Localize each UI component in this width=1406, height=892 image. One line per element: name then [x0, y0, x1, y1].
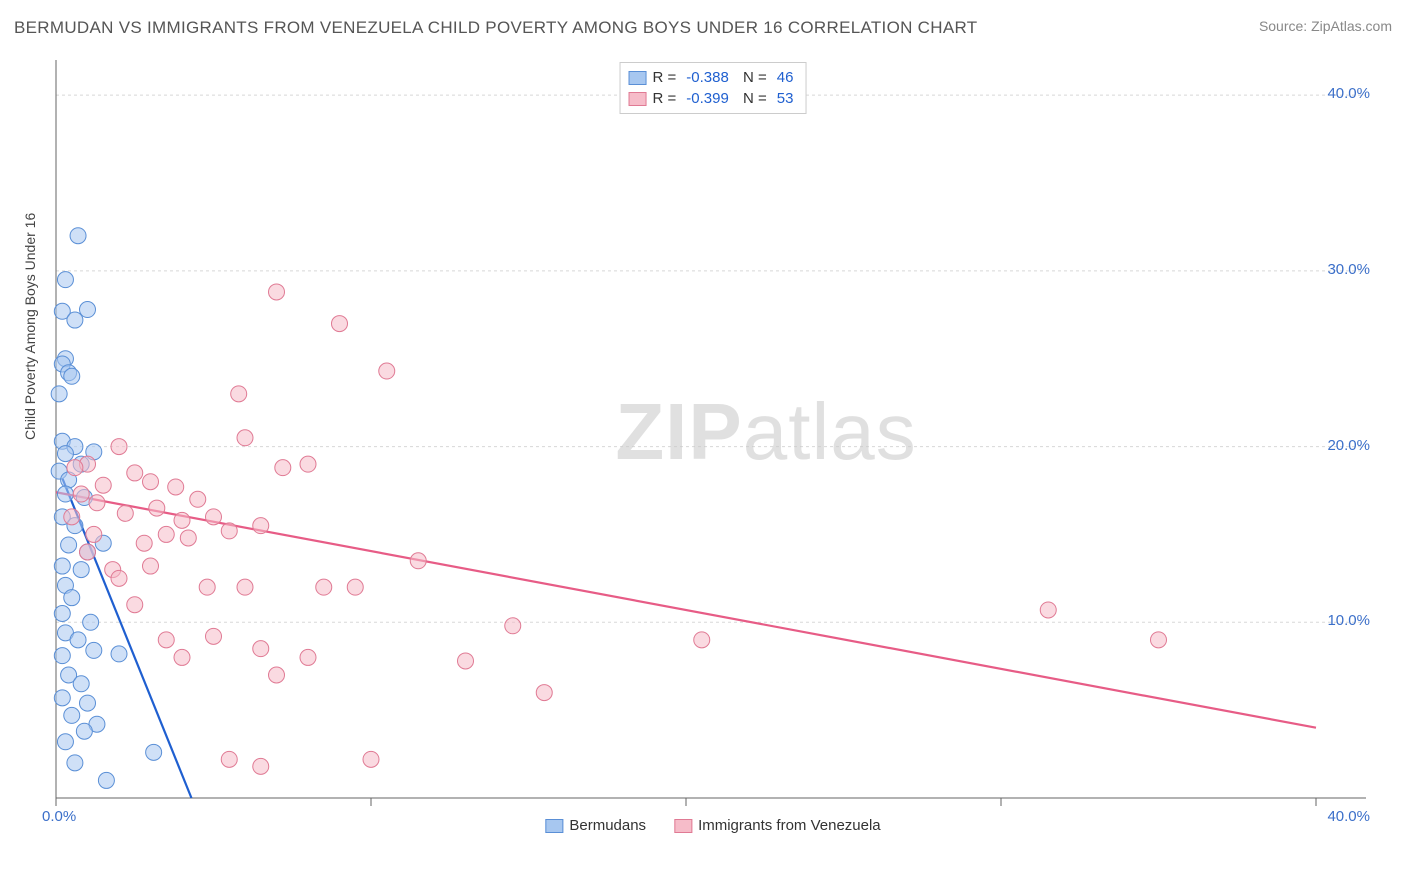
source-label: Source: ZipAtlas.com: [1259, 18, 1392, 34]
legend-label-1: Immigrants from Venezuela: [698, 817, 881, 834]
stats-row-0: R = -0.388 N = 46: [629, 67, 798, 88]
chart-title: BERMUDAN VS IMMIGRANTS FROM VENEZUELA CH…: [14, 18, 977, 38]
legend-swatch-1: [674, 819, 692, 833]
swatch-series-0: [629, 71, 647, 85]
stats-n-label: N =: [739, 90, 767, 107]
y-tick-label: 20.0%: [1327, 437, 1370, 454]
y-tick-label: 40.0%: [1327, 85, 1370, 102]
stats-n-label: N =: [739, 69, 767, 86]
y-tick-label: 30.0%: [1327, 261, 1370, 278]
chart-area: ZIPatlas R = -0.388 N = 46 R = -0.399 N …: [50, 58, 1376, 838]
stats-legend: R = -0.388 N = 46 R = -0.399 N = 53: [620, 62, 807, 114]
stats-r-1: -0.399: [686, 90, 729, 107]
x-tick-label: 40.0%: [1327, 808, 1370, 825]
legend-item-1: Immigrants from Venezuela: [674, 817, 881, 834]
stats-row-1: R = -0.399 N = 53: [629, 88, 798, 109]
header-bar: BERMUDAN VS IMMIGRANTS FROM VENEZUELA CH…: [14, 18, 1392, 38]
stats-n-0: 46: [777, 69, 794, 86]
legend-item-0: Bermudans: [545, 817, 646, 834]
stats-r-label: R =: [653, 69, 677, 86]
y-tick-label: 10.0%: [1327, 612, 1370, 629]
swatch-series-1: [629, 92, 647, 106]
legend-swatch-0: [545, 819, 563, 833]
legend-label-0: Bermudans: [569, 817, 646, 834]
stats-r-label: R =: [653, 90, 677, 107]
stats-r-0: -0.388: [686, 69, 729, 86]
x-tick-label: 0.0%: [42, 808, 76, 825]
y-axis-label: Child Poverty Among Boys Under 16: [22, 213, 38, 440]
series-legend: Bermudans Immigrants from Venezuela: [545, 817, 880, 834]
stats-n-1: 53: [777, 90, 794, 107]
scatter-plot-svg: [50, 58, 1376, 838]
